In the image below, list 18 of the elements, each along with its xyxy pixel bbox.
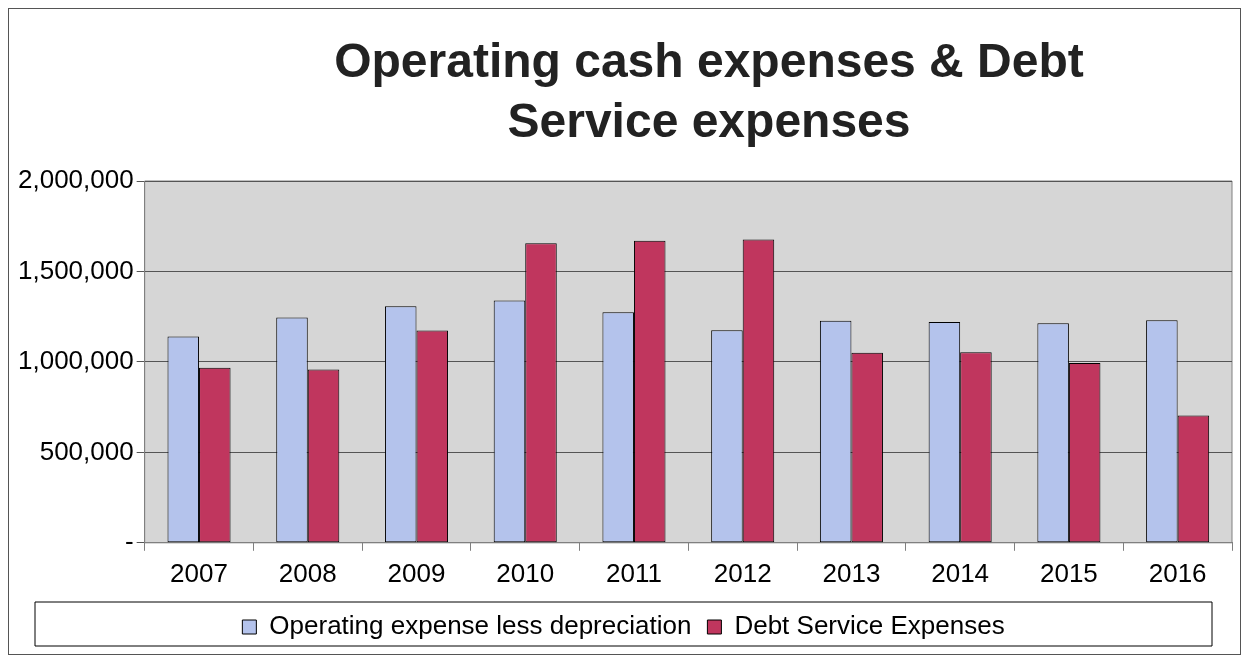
y-tick-label: 2,000,000 xyxy=(18,164,134,195)
x-tick-label: 2009 xyxy=(387,557,446,588)
y-tick-label: - xyxy=(125,525,134,556)
y-tick-label: 1,500,000 xyxy=(18,254,134,285)
x-tick-label: 2007 xyxy=(170,557,228,588)
y-tick-label: 1,000,000 xyxy=(18,345,134,376)
x-tick-label: 2016 xyxy=(1148,557,1207,588)
chart-title: Operating cash expenses & Debt Service expenses xyxy=(333,33,1085,149)
x-tick-label: 2013 xyxy=(822,557,881,588)
x-tick-label: 2014 xyxy=(931,557,990,588)
x-tick-label: 2012 xyxy=(713,557,772,588)
x-tick-label: 2010 xyxy=(496,557,555,588)
y-tick-label: 500,000 xyxy=(39,435,134,466)
x-tick-label: 2008 xyxy=(278,557,337,588)
legend-label: Debt Service Expenses xyxy=(734,610,1005,641)
legend-label: Operating expense less depreciation xyxy=(269,610,692,641)
x-tick-label: 2015 xyxy=(1039,557,1098,588)
x-tick-label: 2011 xyxy=(606,557,662,588)
